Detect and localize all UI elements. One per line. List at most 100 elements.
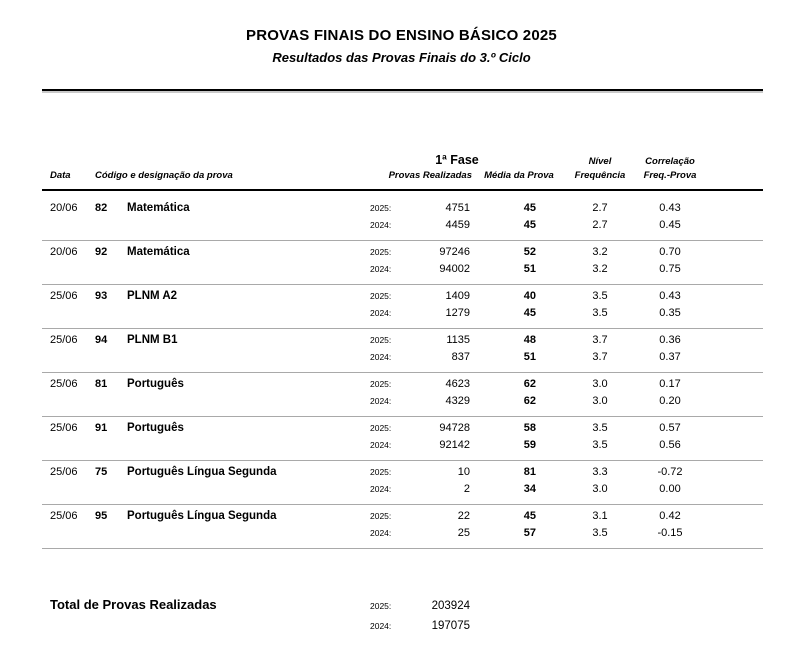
- cell-correlacao: 0.20: [659, 395, 681, 407]
- cell-date: 25/06: [50, 334, 78, 346]
- cell-media: 59: [523, 439, 536, 451]
- table-row-2025: 20/06 82 Matemática 2025: 4751 45 2.7 0.…: [42, 202, 763, 219]
- cell-correlacao: 0.37: [659, 351, 681, 363]
- cell-nivel-frequencia: 3.1: [592, 510, 608, 522]
- cell-correlacao: 0.57: [659, 422, 681, 434]
- cell-nivel-frequencia: 3.5: [592, 422, 608, 434]
- cell-provas-realizadas: 2: [463, 483, 470, 495]
- total-value-2024: 197075: [431, 620, 470, 632]
- cell-correlacao: 0.42: [659, 510, 681, 522]
- cell-provas-realizadas: 94728: [439, 422, 470, 434]
- cell-year-label: 2025:: [370, 467, 392, 477]
- cell-correlacao: 0.43: [659, 290, 681, 302]
- cell-media: 62: [523, 378, 536, 390]
- table-row-2025: 25/06 75 Português Língua Segunda 2025: …: [42, 466, 763, 483]
- cell-year-label: 2025:: [370, 291, 392, 301]
- cell-code: 91: [95, 422, 108, 434]
- cell-date: 25/06: [50, 466, 78, 478]
- header-codigo: Código e designação da prova: [95, 170, 233, 181]
- page-title: PROVAS FINAIS DO ENSINO BÁSICO 2025: [246, 27, 557, 44]
- cell-media: 81: [523, 466, 536, 478]
- table-header-row-1: 1ª Fase Nível Correlação: [42, 153, 763, 170]
- cell-provas-realizadas: 4751: [445, 202, 470, 214]
- cell-correlacao: 0.45: [659, 219, 681, 231]
- cell-prova-name: Português Língua Segunda: [127, 510, 277, 522]
- cell-nivel-frequencia: 2.7: [592, 202, 608, 214]
- cell-year-label: 2025:: [370, 511, 392, 521]
- table-row-2024: 2024: 2 34 3.0 0.00: [42, 483, 763, 500]
- cell-correlacao: 0.70: [659, 246, 681, 258]
- header-provas-realizadas: Provas Realizadas: [388, 170, 472, 181]
- cell-nivel-frequencia: 3.2: [592, 246, 608, 258]
- cell-date: 20/06: [50, 202, 78, 214]
- cell-code: 75: [95, 466, 108, 478]
- cell-code: 93: [95, 290, 108, 302]
- cell-nivel-frequencia: 3.2: [592, 263, 608, 275]
- cell-correlacao: 0.36: [659, 334, 681, 346]
- table-header-row-2: Data Código e designação da prova Provas…: [42, 170, 763, 186]
- total-value-2025: 203924: [431, 600, 470, 612]
- cell-media: 58: [523, 422, 536, 434]
- cell-date: 25/06: [50, 422, 78, 434]
- cell-provas-realizadas: 4623: [445, 378, 470, 390]
- table-row-2024: 2024: 837 51 3.7 0.37: [42, 351, 763, 368]
- table-row-2025: 20/06 92 Matemática 2025: 97246 52 3.2 0…: [42, 246, 763, 263]
- cell-media: 45: [523, 510, 536, 522]
- table-row-2025: 25/06 91 Português 2025: 94728 58 3.5 0.…: [42, 422, 763, 439]
- cell-correlacao: 0.17: [659, 378, 681, 390]
- cell-nivel-frequencia: 3.0: [592, 378, 608, 390]
- table-row-group: 20/06 82 Matemática 2025: 4751 45 2.7 0.…: [42, 197, 763, 241]
- cell-code: 92: [95, 246, 108, 258]
- cell-nivel-frequencia: 3.5: [592, 527, 608, 539]
- cell-correlacao: -0.15: [657, 527, 683, 539]
- cell-year-label: 2024:: [370, 440, 392, 450]
- cell-media: 51: [523, 263, 536, 275]
- cell-date: 25/06: [50, 510, 78, 522]
- cell-provas-realizadas: 97246: [439, 246, 470, 258]
- cell-provas-realizadas: 4459: [445, 219, 470, 231]
- cell-nivel-frequencia: 3.7: [592, 351, 608, 363]
- table-row-2025: 25/06 94 PLNM B1 2025: 1135 48 3.7 0.36: [42, 334, 763, 351]
- cell-prova-name: Português: [127, 378, 184, 390]
- table-row-group: 25/06 75 Português Língua Segunda 2025: …: [42, 461, 763, 505]
- cell-media: 62: [523, 395, 536, 407]
- table-row-2024: 2024: 4329 62 3.0 0.20: [42, 395, 763, 412]
- cell-prova-name: PLNM B1: [127, 334, 178, 346]
- cell-nivel-frequencia: 3.5: [592, 290, 608, 302]
- table-row-2025: 25/06 81 Português 2025: 4623 62 3.0 0.1…: [42, 378, 763, 395]
- cell-provas-realizadas: 94002: [439, 263, 470, 275]
- cell-prova-name: Português: [127, 422, 184, 434]
- table-row-2025: 25/06 93 PLNM A2 2025: 1409 40 3.5 0.43: [42, 290, 763, 307]
- cell-year-label: 2025:: [370, 203, 392, 213]
- table-header: 1ª Fase Nível Correlação Data Código e d…: [42, 153, 763, 191]
- cell-media: 34: [523, 483, 536, 495]
- cell-year-label: 2024:: [370, 484, 392, 494]
- cell-prova-name: Matemática: [127, 202, 190, 214]
- total-year-label: 2024:: [370, 621, 392, 631]
- table-body: 20/06 82 Matemática 2025: 4751 45 2.7 0.…: [42, 197, 763, 549]
- cell-code: 94: [95, 334, 108, 346]
- cell-correlacao: 0.35: [659, 307, 681, 319]
- cell-year-label: 2024:: [370, 352, 392, 362]
- table-row-2025: 25/06 95 Português Língua Segunda 2025: …: [42, 510, 763, 527]
- cell-nivel-frequencia: 3.0: [592, 483, 608, 495]
- header-freq-prova: Freq.-Prova: [643, 170, 697, 181]
- page-subtitle: Resultados das Provas Finais do 3.º Cicl…: [272, 50, 531, 65]
- table-row-group: 25/06 81 Português 2025: 4623 62 3.0 0.1…: [42, 373, 763, 417]
- cell-media: 51: [523, 351, 536, 363]
- cell-provas-realizadas: 92142: [439, 439, 470, 451]
- cell-provas-realizadas: 4329: [445, 395, 470, 407]
- cell-nivel-frequencia: 3.7: [592, 334, 608, 346]
- table-row-group: 25/06 95 Português Língua Segunda 2025: …: [42, 505, 763, 549]
- cell-code: 81: [95, 378, 108, 390]
- cell-media: 57: [523, 527, 536, 539]
- table-row-group: 25/06 91 Português 2025: 94728 58 3.5 0.…: [42, 417, 763, 461]
- cell-year-label: 2025:: [370, 379, 392, 389]
- header-media-da-prova: Média da Prova: [484, 170, 554, 181]
- title-divider: [42, 89, 763, 93]
- cell-provas-realizadas: 1409: [445, 290, 470, 302]
- cell-provas-realizadas: 837: [451, 351, 470, 363]
- table-row-2024: 2024: 92142 59 3.5 0.56: [42, 439, 763, 456]
- cell-code: 82: [95, 202, 108, 214]
